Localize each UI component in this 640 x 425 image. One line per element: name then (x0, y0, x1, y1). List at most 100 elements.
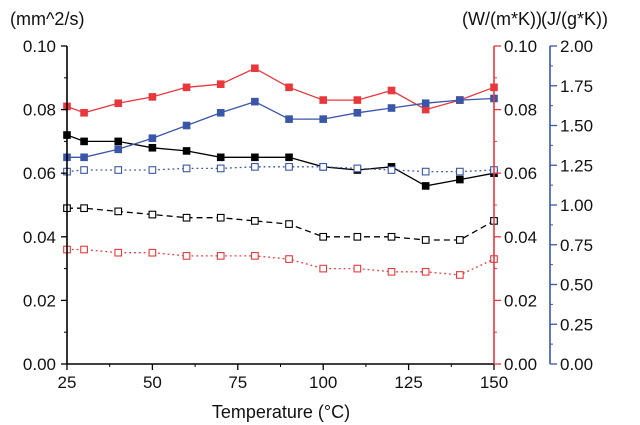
series-6-point (387, 166, 396, 174)
series-5-point (319, 264, 328, 273)
series-6-point (319, 162, 328, 171)
blue-y-tick-label: 0.75 (560, 236, 593, 255)
series-5-point (216, 252, 225, 260)
series-1-point (148, 143, 157, 152)
series-4-point (285, 220, 293, 228)
x-tick-label: 50 (143, 373, 162, 392)
left-y-tick-label: 0.00 (23, 355, 56, 374)
blue-y-tick-label: 0.50 (560, 276, 593, 295)
series-3-point (353, 108, 362, 117)
series-2-point (353, 96, 362, 104)
series-2-point (182, 83, 191, 92)
series-6-line (66, 166, 495, 173)
series-1-point (251, 153, 259, 162)
red-y-tick-label: 0.02 (504, 291, 537, 310)
series-6-point (421, 167, 430, 176)
series-5-point (182, 252, 191, 260)
series-3-point (285, 115, 293, 123)
blue-y-tick-label: 2.00 (560, 37, 593, 56)
series-4-point (80, 204, 88, 213)
series-2-point (148, 93, 157, 101)
series-6-point (353, 164, 362, 173)
series-6-point (80, 166, 88, 174)
series-1-point (216, 153, 225, 162)
blue-axis-unit-label: (J/(g*K)) (541, 9, 608, 29)
series-5-point (387, 267, 396, 276)
series-1-point (285, 153, 293, 162)
series-3-point (80, 153, 88, 162)
x-tick-label: 75 (228, 373, 247, 392)
series-1-point (421, 182, 430, 190)
series-6-point (182, 164, 191, 173)
red-axis-unit-label: (W/(m*K)) (462, 9, 542, 29)
series-4-line (67, 207, 495, 241)
red-y-tick-label: 0.00 (504, 355, 537, 374)
series-6-point (216, 164, 225, 173)
series-5-point (455, 271, 464, 279)
series-4-point (319, 232, 328, 241)
series-3-point (148, 134, 157, 143)
series-6-point (114, 166, 123, 174)
left-y-tick-label: 0.02 (23, 291, 56, 310)
series-2-point (251, 64, 259, 73)
series-3-point (387, 104, 396, 112)
series-5-point (148, 248, 157, 257)
series-4-point (387, 232, 396, 241)
series-3-point (182, 121, 191, 130)
series-2-line (66, 67, 495, 114)
blue-y-tick-label: 0.00 (560, 355, 593, 374)
series-2-point (285, 83, 293, 92)
series-4-point (216, 213, 225, 222)
series-3-point (456, 96, 464, 104)
series-1-point (456, 175, 464, 184)
left-y-tick-label: 0.10 (23, 37, 56, 56)
series-5-point (114, 248, 123, 257)
series-3-point (114, 145, 123, 154)
series-2-point (387, 86, 396, 95)
series-4-point (114, 207, 123, 216)
series-4-point (251, 217, 259, 225)
series-2-point (216, 80, 225, 88)
left-y-tick-label: 0.08 (23, 101, 56, 120)
series-3-point (319, 115, 327, 123)
red-y-tick-label: 0.04 (504, 228, 537, 247)
red-y-tick-label: 0.10 (504, 37, 537, 56)
series-6-point (285, 162, 293, 171)
series-2-point (421, 105, 430, 114)
x-tick-label: 25 (58, 373, 77, 392)
series-4-point (353, 232, 362, 241)
series-6-point (148, 166, 157, 174)
series-5-point (251, 252, 259, 260)
series-1-point (114, 137, 123, 146)
series-1-point (182, 147, 191, 155)
series-2-point (80, 108, 88, 117)
blue-y-tick-label: 1.50 (560, 117, 593, 136)
blue-y-tick-label: 1.00 (560, 196, 593, 215)
x-axis-title: Temperature (°C) (212, 402, 350, 422)
left-axis-unit-label: (mm^2/s) (10, 9, 84, 29)
series-5-point (285, 255, 293, 263)
series-5-point (80, 245, 88, 254)
blue-y-tick-label: 1.75 (560, 77, 593, 96)
series-5-line (67, 248, 495, 276)
series-6-point (455, 167, 464, 176)
red-y-tick-label: 0.06 (504, 164, 537, 183)
series-1-line (66, 134, 495, 187)
left-y-tick-label: 0.04 (23, 228, 56, 247)
series-3-point (251, 97, 259, 106)
series-4-point (182, 213, 191, 222)
left-y-tick-label: 0.06 (23, 164, 56, 183)
x-tick-label: 150 (480, 373, 508, 392)
series-5-point (353, 264, 362, 273)
series-4-point (148, 210, 157, 219)
series-3-point (421, 99, 430, 108)
x-tick-label: 100 (309, 373, 337, 392)
series-1-point (80, 137, 88, 146)
red-y-tick-label: 0.08 (504, 101, 537, 120)
series-3-point (216, 108, 225, 117)
blue-y-tick-label: 0.25 (560, 315, 593, 334)
series-4-point (421, 236, 430, 244)
blue-y-tick-label: 1.25 (560, 156, 593, 175)
series-3-line (67, 97, 495, 158)
